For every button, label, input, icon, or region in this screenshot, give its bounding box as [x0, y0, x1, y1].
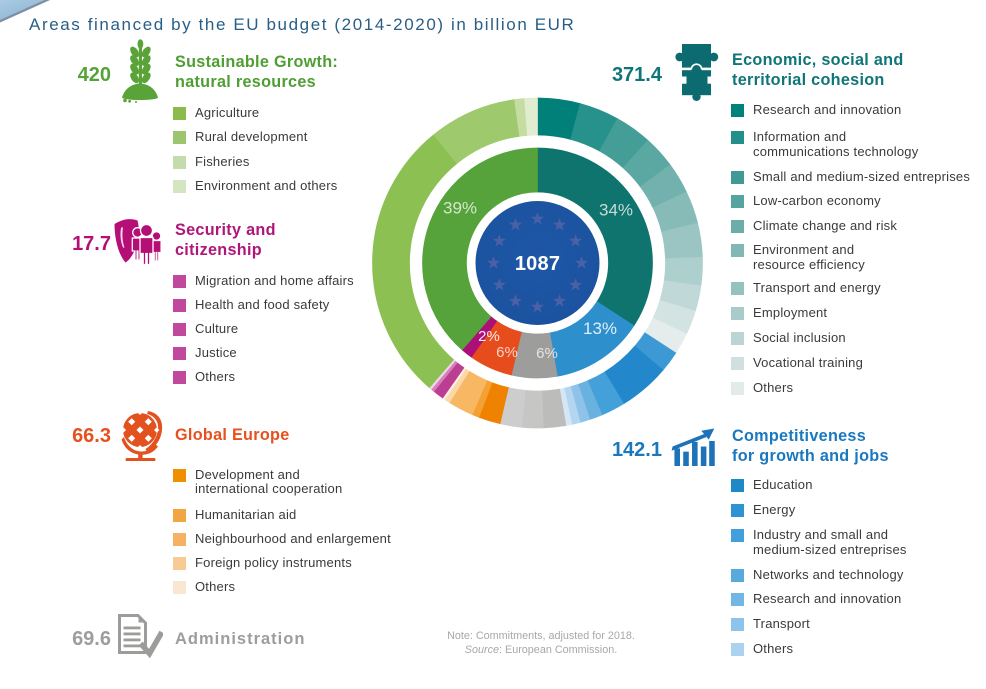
svg-text:1087: 1087: [515, 253, 560, 275]
svg-text:6%: 6%: [536, 345, 558, 362]
svg-text:6%: 6%: [496, 344, 518, 361]
svg-text:34%: 34%: [599, 201, 633, 220]
svg-text:39%: 39%: [443, 199, 477, 218]
svg-text:13%: 13%: [583, 319, 617, 338]
svg-text:2%: 2%: [478, 328, 500, 345]
